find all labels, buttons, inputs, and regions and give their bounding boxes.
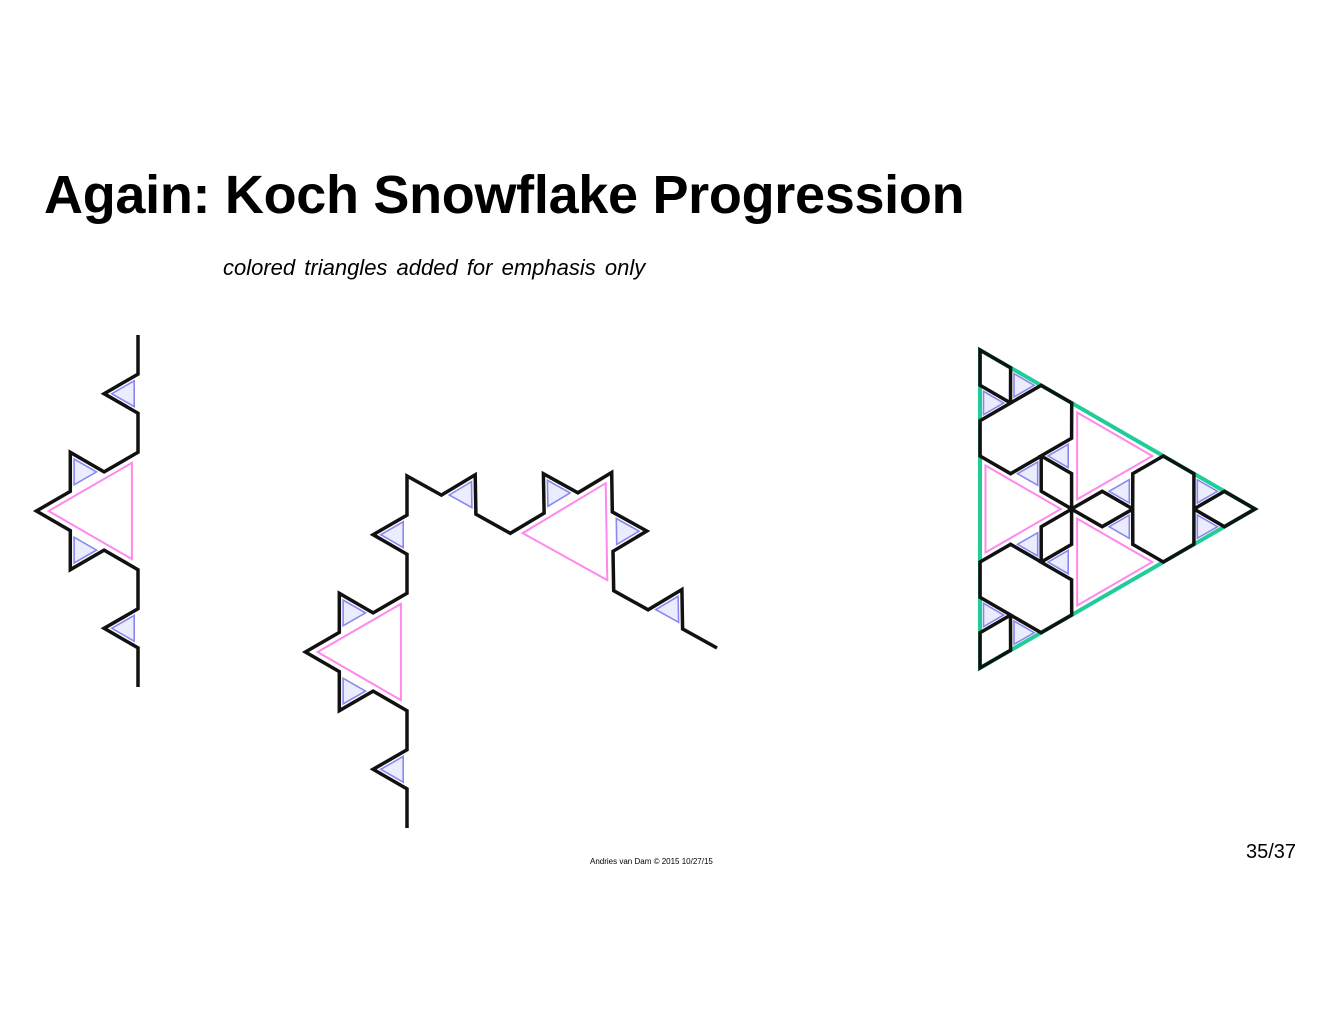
emphasis-triangle-pink-6 [315,602,402,702]
emphasis-triangle-pink-21 [1076,516,1155,608]
emphasis-triangles-layer [46,346,1259,784]
page-number: 35/37 [1246,841,1297,863]
emphasis-triangle-blue-13 [546,478,572,508]
emphasis-triangle-pink-16 [1076,410,1155,502]
emphasis-triangle-blue-5 [110,614,135,643]
emphasis-triangle-blue-14 [615,517,641,546]
emphasis-triangle-blue-24 [1046,549,1069,576]
emphasis-triangle-blue-19 [1107,478,1131,505]
emphasis-triangle-blue-2 [110,379,135,408]
emphasis-triangle-blue-4 [73,535,99,565]
koch-curve-path-2 [301,469,718,828]
emphasis-triangle-pink-11 [520,481,609,582]
slide-title: Again: Koch Snowflake Progression [44,165,965,225]
emphasis-triangle-blue-9 [342,598,368,628]
emphasis-triangle-blue-10 [379,520,405,549]
emphasis-triangle-blue-3 [73,457,99,487]
koch-curve-path-3 [978,346,1259,672]
koch-curves-layer [32,335,1259,828]
emphasis-triangle-blue-8 [342,676,368,706]
emphasis-triangle-blue-18 [1046,442,1069,469]
emphasis-triangle-blue-20 [1196,478,1220,505]
emphasis-triangle-blue-7 [379,755,405,784]
koch-curve-path-1 [32,335,140,687]
emphasis-triangle-blue-17 [1013,372,1036,399]
base-triangle-green [978,346,1259,672]
slide-footer: Andries van Dam © 2015 10/27/15 [590,857,713,866]
emphasis-triangle-blue-12 [447,480,473,509]
emphasis-triangle-blue-29 [1015,460,1039,487]
emphasis-triangle-blue-23 [1107,513,1131,540]
emphasis-triangle-blue-30 [982,389,1006,417]
slide-subtitle: colored triangles added for emphasis onl… [223,255,646,280]
emphasis-triangle-blue-28 [1015,531,1039,558]
emphasis-triangle-pink-1 [46,461,133,561]
emphasis-triangle-blue-22 [1196,513,1220,540]
emphasis-triangle-pink-26 [984,463,1063,555]
emphasis-triangle-blue-15 [654,594,680,624]
emphasis-triangle-blue-27 [982,601,1006,629]
emphasis-triangle-blue-25 [1013,619,1036,646]
